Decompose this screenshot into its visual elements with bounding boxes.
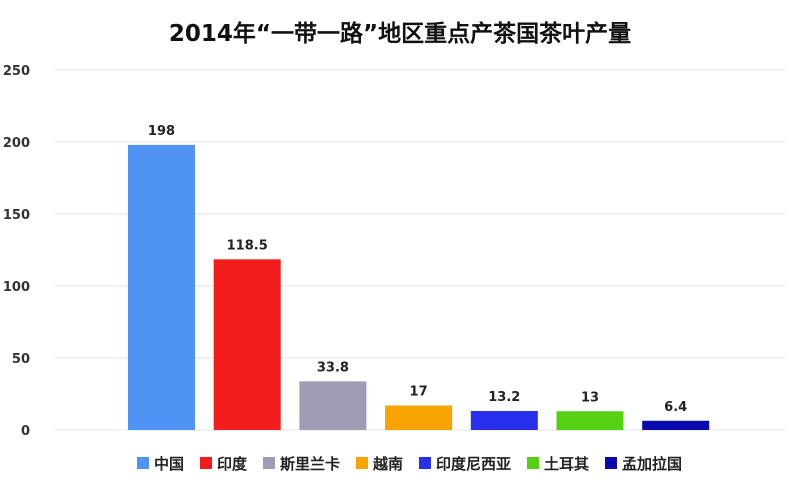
legend-label: 斯里兰卡: [280, 455, 340, 473]
legend-swatch: [356, 457, 368, 469]
legend-label: 印度: [217, 455, 248, 473]
legend-label: 孟加拉国: [622, 455, 682, 473]
legend-swatch: [527, 457, 539, 469]
y-tick-label: 200: [3, 136, 30, 151]
data-label: 13: [581, 390, 599, 405]
y-axis: 0 50 100 150 200 250: [3, 64, 30, 439]
y-tick-label: 100: [3, 280, 30, 295]
data-label: 118.5: [227, 238, 268, 253]
bar: [470, 410, 538, 430]
y-tick-label: 150: [3, 208, 30, 223]
y-tick-label: 50: [12, 352, 30, 367]
data-labels: 198 118.5 33.8 17 13.2 13 6.4: [148, 124, 687, 415]
y-tick-label: 250: [3, 64, 30, 79]
bar: [213, 259, 281, 430]
legend-label: 土耳其: [544, 455, 589, 473]
chart-title: 2014年“一带一路”地区重点产茶国茶叶产量: [169, 20, 631, 47]
y-tick-label: 0: [21, 424, 30, 439]
data-label: 198: [148, 124, 175, 139]
bar: [385, 405, 453, 430]
legend-swatch: [605, 457, 617, 469]
bar: [299, 381, 367, 430]
data-label: 13.2: [488, 390, 520, 405]
legend: 中国 印度 斯里兰卡 越南 印度尼西亚 土耳其 孟加拉国: [137, 455, 682, 473]
data-label: 6.4: [664, 400, 687, 415]
data-label: 17: [410, 385, 428, 400]
bars: [128, 144, 710, 430]
legend-label: 中国: [154, 455, 184, 473]
legend-swatch: [263, 457, 275, 469]
bar: [128, 144, 195, 430]
legend-swatch: [200, 457, 212, 469]
bar: [556, 411, 624, 430]
data-label: 33.8: [317, 360, 349, 375]
legend-swatch: [419, 457, 431, 469]
legend-swatch: [137, 457, 149, 469]
legend-label: 印度尼西亚: [436, 455, 511, 473]
legend-label: 越南: [372, 455, 403, 473]
bar: [642, 420, 710, 430]
